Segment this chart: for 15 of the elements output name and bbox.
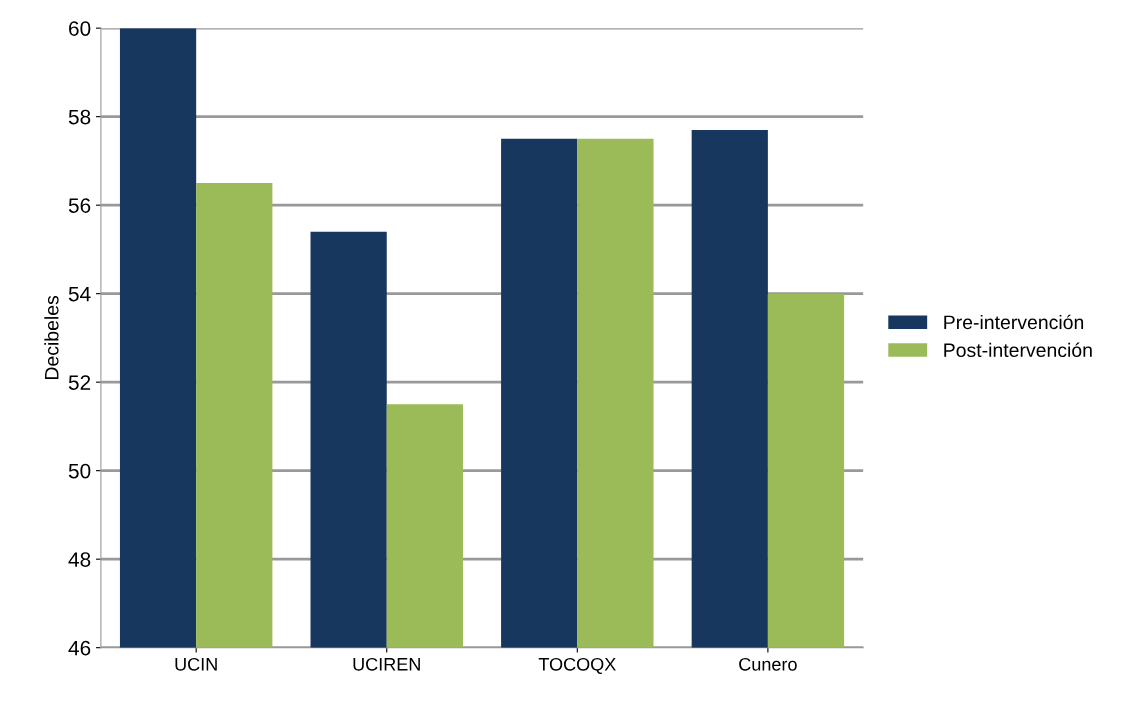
y-tick-label: 60: [69, 21, 91, 36]
y-tick-label: 56: [68, 198, 91, 213]
legend-label: Post-intervención: [944, 342, 1092, 358]
x-tick-label: UCIREN: [353, 657, 420, 671]
x-tick-label: UCIN: [175, 657, 217, 671]
legend-label: Pre-intervención: [944, 314, 1084, 330]
y-tick-label: 54: [68, 286, 91, 302]
y-tick-label: 48: [68, 552, 91, 567]
y-axis-title: Decibeles: [44, 295, 59, 380]
x-tick-label: Cunero: [739, 657, 797, 671]
y-tick-label: 52: [68, 375, 91, 390]
y-tick-label: 58: [68, 109, 91, 125]
y-tick-label: 50: [68, 463, 91, 479]
x-tick-label: TOCOQX: [538, 657, 616, 674]
y-tick-label: 46: [68, 640, 91, 656]
